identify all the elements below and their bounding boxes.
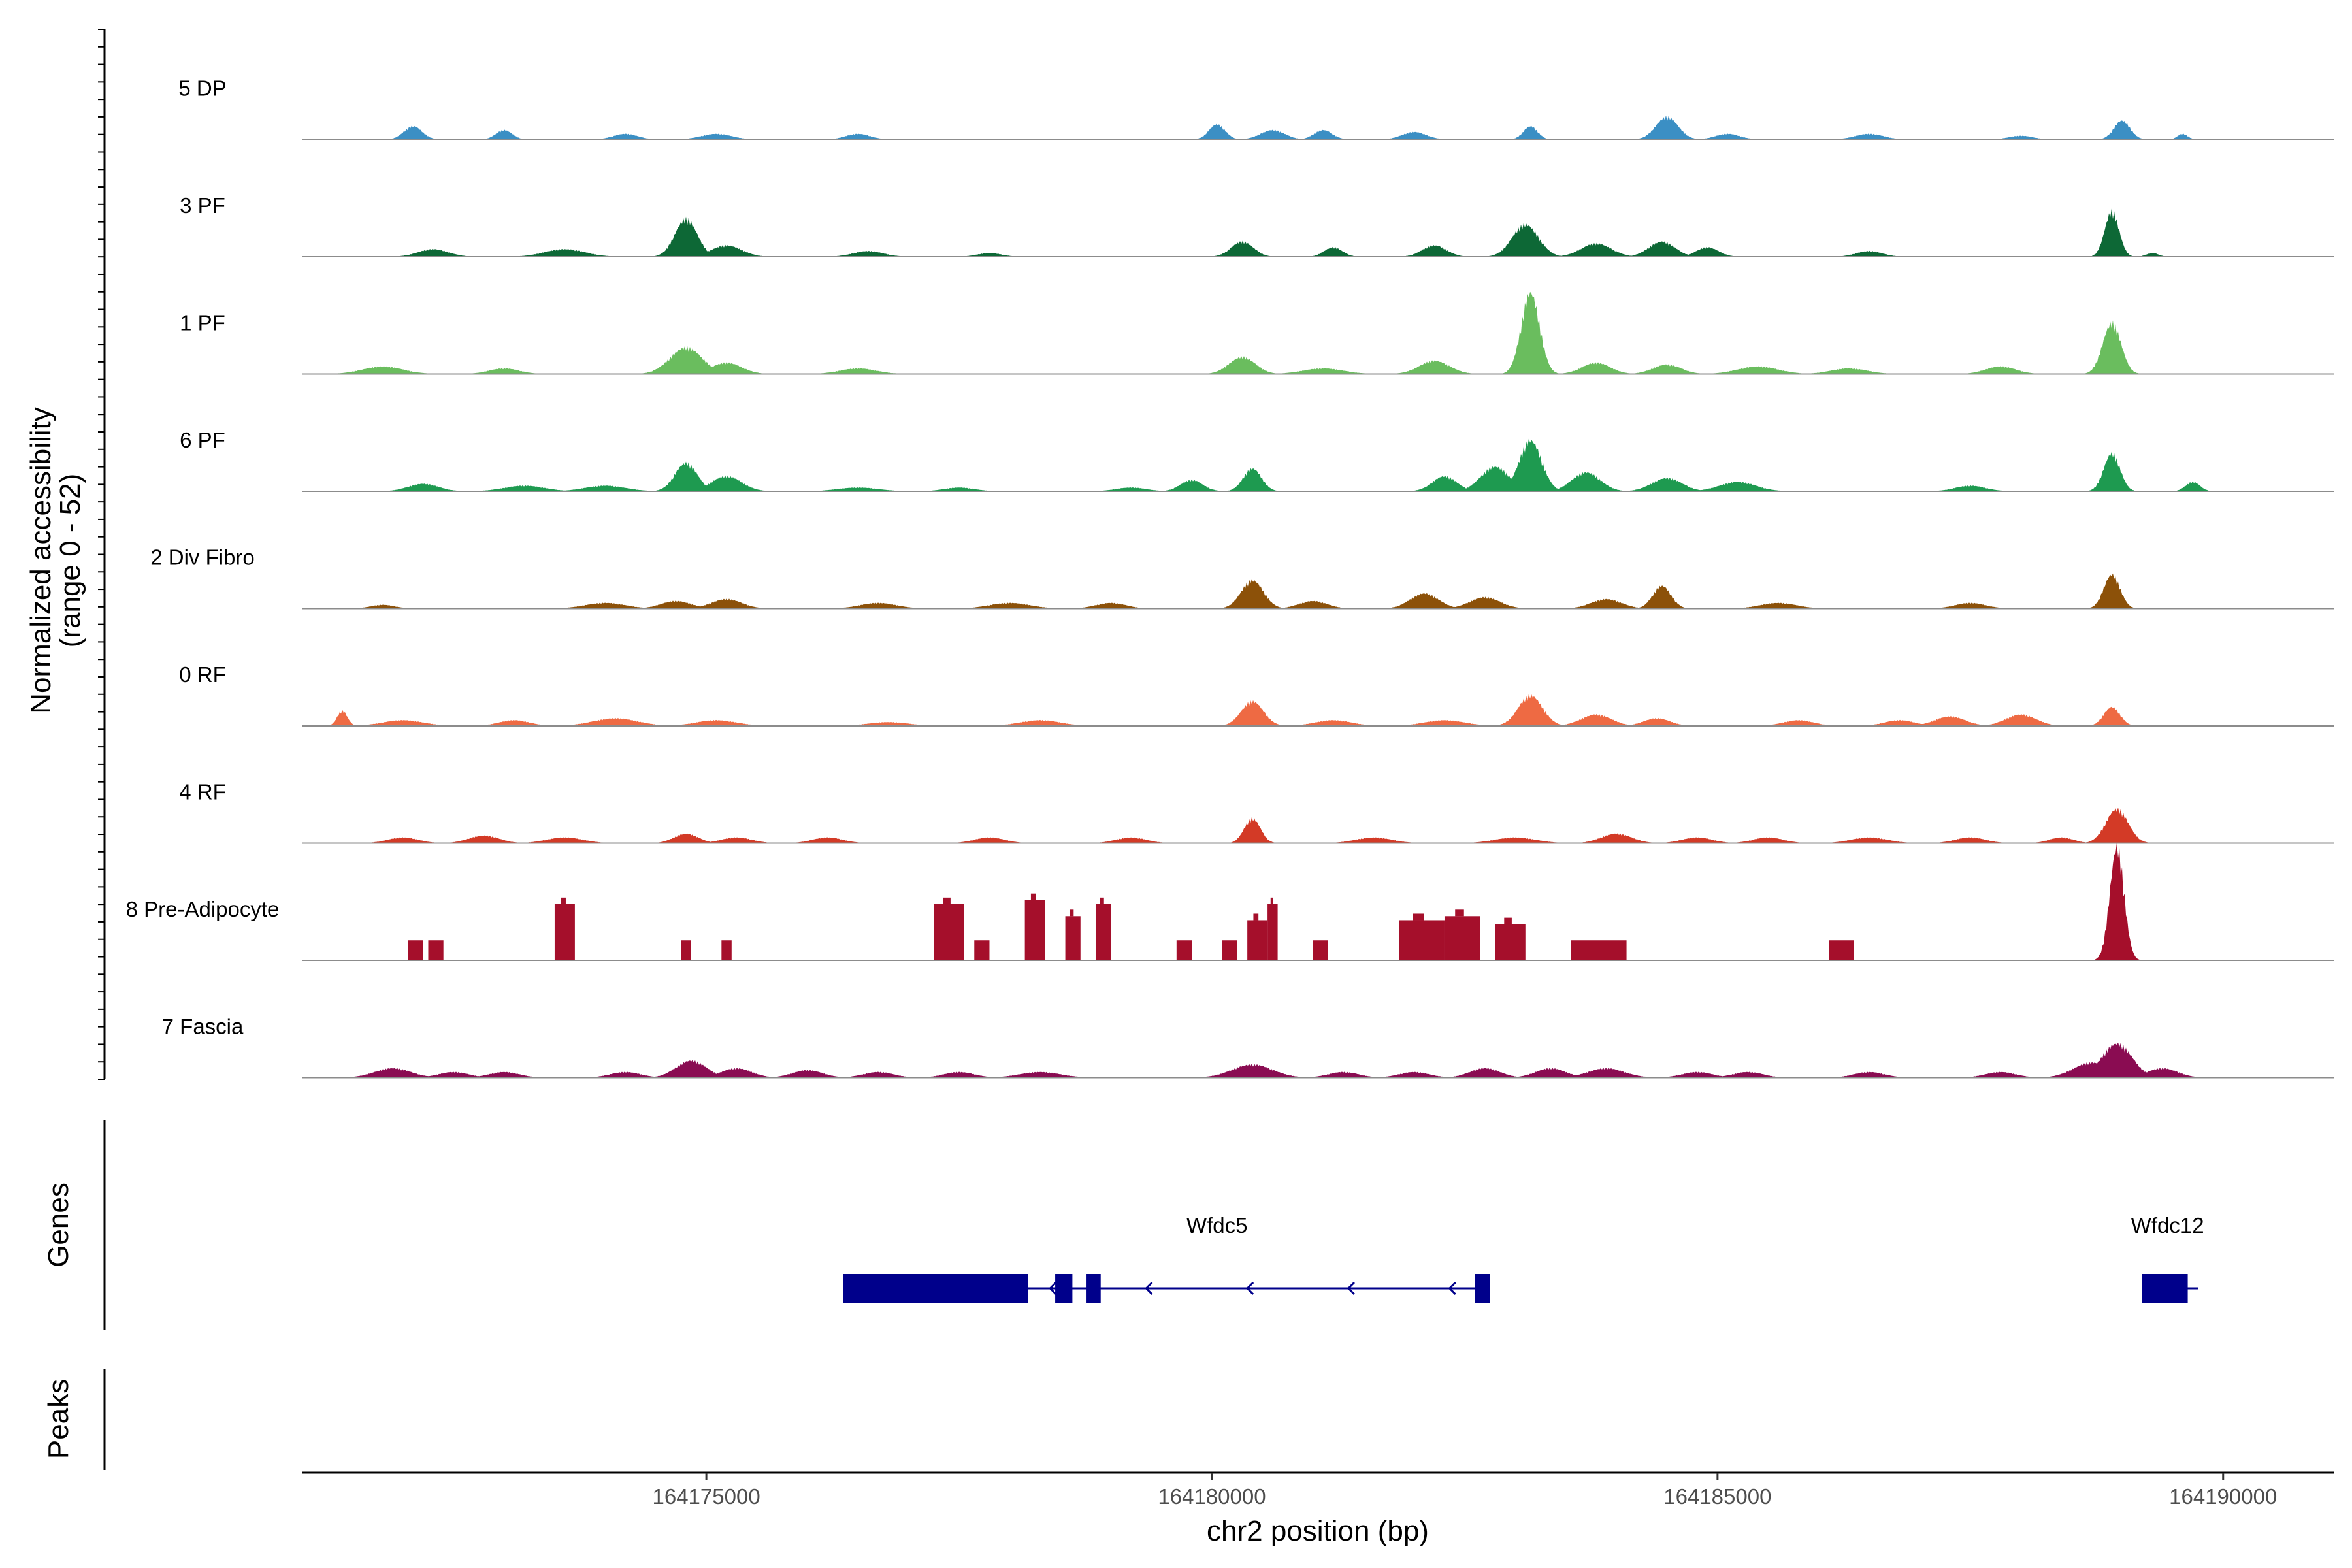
track-2-div-fibro: 2 Div Fibro	[150, 546, 2334, 610]
x-axis-title: chr2 position (bp)	[1207, 1515, 1429, 1547]
gene-exon	[1055, 1274, 1073, 1303]
track-4-rf: 4 RF	[179, 780, 2334, 844]
coverage-area	[391, 115, 2194, 140]
strand-arrow	[1347, 1281, 1355, 1296]
coverage-area	[329, 694, 2134, 726]
coverage-block	[1571, 940, 1586, 960]
coverage-block	[1495, 924, 1526, 960]
y-axis-title: Normalized accessibility	[25, 407, 57, 713]
track-label: 3 PF	[180, 193, 225, 218]
coverage-block	[1024, 900, 1045, 960]
track-0-rf: 0 RF	[179, 662, 2334, 727]
coverage-block-spike	[1270, 897, 1273, 904]
gene-exon	[2142, 1274, 2188, 1303]
coverage-area	[349, 1042, 2200, 1078]
coverage-block	[1313, 940, 1328, 960]
x-tick-label: 164190000	[2169, 1484, 2277, 1509]
coverage-block	[554, 904, 575, 960]
gene-label: Wfdc5	[1186, 1213, 1248, 1237]
track-1-pf: 1 PF	[180, 291, 2334, 375]
coverage-area	[388, 438, 2211, 491]
gene-exon	[843, 1274, 1028, 1303]
coverage-block	[1065, 916, 1081, 960]
coverage-area	[2095, 843, 2140, 960]
track-7-fascia: 7 Fascia	[162, 1015, 2334, 1079]
y-axis-range: (range 0 - 52)	[54, 474, 86, 648]
track-label: 5 DP	[178, 76, 226, 101]
coverage-block	[1829, 940, 1854, 960]
strand-arrow	[1246, 1281, 1254, 1296]
coverage-block	[1222, 940, 1237, 960]
genes-panel-title: Genes	[42, 1183, 74, 1267]
coverage-block	[934, 904, 964, 960]
track-label: 7 Fascia	[162, 1015, 244, 1039]
coverage-block	[1247, 920, 1268, 960]
track-label: 2 Div Fibro	[150, 546, 255, 570]
coverage-y-axis	[98, 29, 106, 1080]
coverage-area	[399, 208, 2165, 257]
track-8-pre-adipocyte: 8 Pre-Adipocyte	[126, 843, 2334, 961]
coverage-area	[361, 573, 2136, 609]
coverage-block-spike	[1455, 909, 1464, 917]
coverage-block	[681, 940, 691, 960]
x-tick-label: 164175000	[653, 1484, 760, 1509]
coverage-block-spike	[1030, 893, 1036, 900]
coverage-block-spike	[561, 897, 566, 904]
peaks-panel-title: Peaks	[42, 1379, 74, 1459]
coverage-block-spike	[1504, 917, 1512, 924]
coverage-block	[721, 940, 732, 960]
coverage-block	[1176, 940, 1192, 960]
coverage-block-spike	[1253, 913, 1259, 921]
x-axis: 164175000 164180000 164185000 164190000	[653, 1473, 2277, 1509]
coverage-block	[1267, 904, 1278, 960]
strand-arrow	[1448, 1281, 1456, 1296]
coverage-block	[974, 940, 990, 960]
track-label: 0 RF	[179, 662, 226, 687]
track-6-pf: 6 PF	[180, 428, 2334, 492]
strand-arrow	[1049, 1281, 1057, 1296]
coverage-block	[1586, 940, 1627, 960]
coverage-block	[428, 940, 444, 960]
coverage-block	[408, 940, 423, 960]
gene-exon	[1086, 1274, 1101, 1303]
gene-label: Wfdc12	[2131, 1213, 2204, 1237]
track-3-pf: 3 PF	[180, 193, 2334, 257]
track-label: 1 PF	[180, 311, 225, 335]
coverage-block	[1444, 916, 1480, 960]
x-tick-label: 164180000	[1158, 1484, 1266, 1509]
track-label: 4 RF	[179, 780, 226, 804]
coverage-block-spike	[1100, 897, 1104, 904]
gene-annotation-track: Wfdc5 Wfdc12	[843, 1213, 2204, 1303]
track-label: 6 PF	[180, 428, 225, 452]
coverage-area	[371, 807, 2149, 843]
coverage-block-spike	[943, 897, 951, 904]
strand-arrow	[1145, 1281, 1153, 1296]
coverage-tracks: 5 DP 3 PF 1 PF 6 PF 2 Div Fibro 0 RF 4 RF 8 Pre…	[126, 76, 2334, 1079]
track-5-dp: 5 DP	[178, 76, 2334, 140]
gene-wfdc5: Wfdc5	[843, 1213, 1490, 1303]
coverage-block	[1095, 904, 1111, 960]
track-label: 8 Pre-Adipocyte	[126, 897, 280, 921]
coverage-block	[1399, 920, 1445, 960]
coverage-area	[336, 291, 2140, 374]
x-tick-label: 164185000	[1663, 1484, 1771, 1509]
coverage-block-spike	[1413, 913, 1424, 921]
gene-exon	[1475, 1274, 1490, 1303]
coverage-block-spike	[1070, 909, 1074, 917]
gene-wfdc12: Wfdc12	[2131, 1213, 2204, 1303]
